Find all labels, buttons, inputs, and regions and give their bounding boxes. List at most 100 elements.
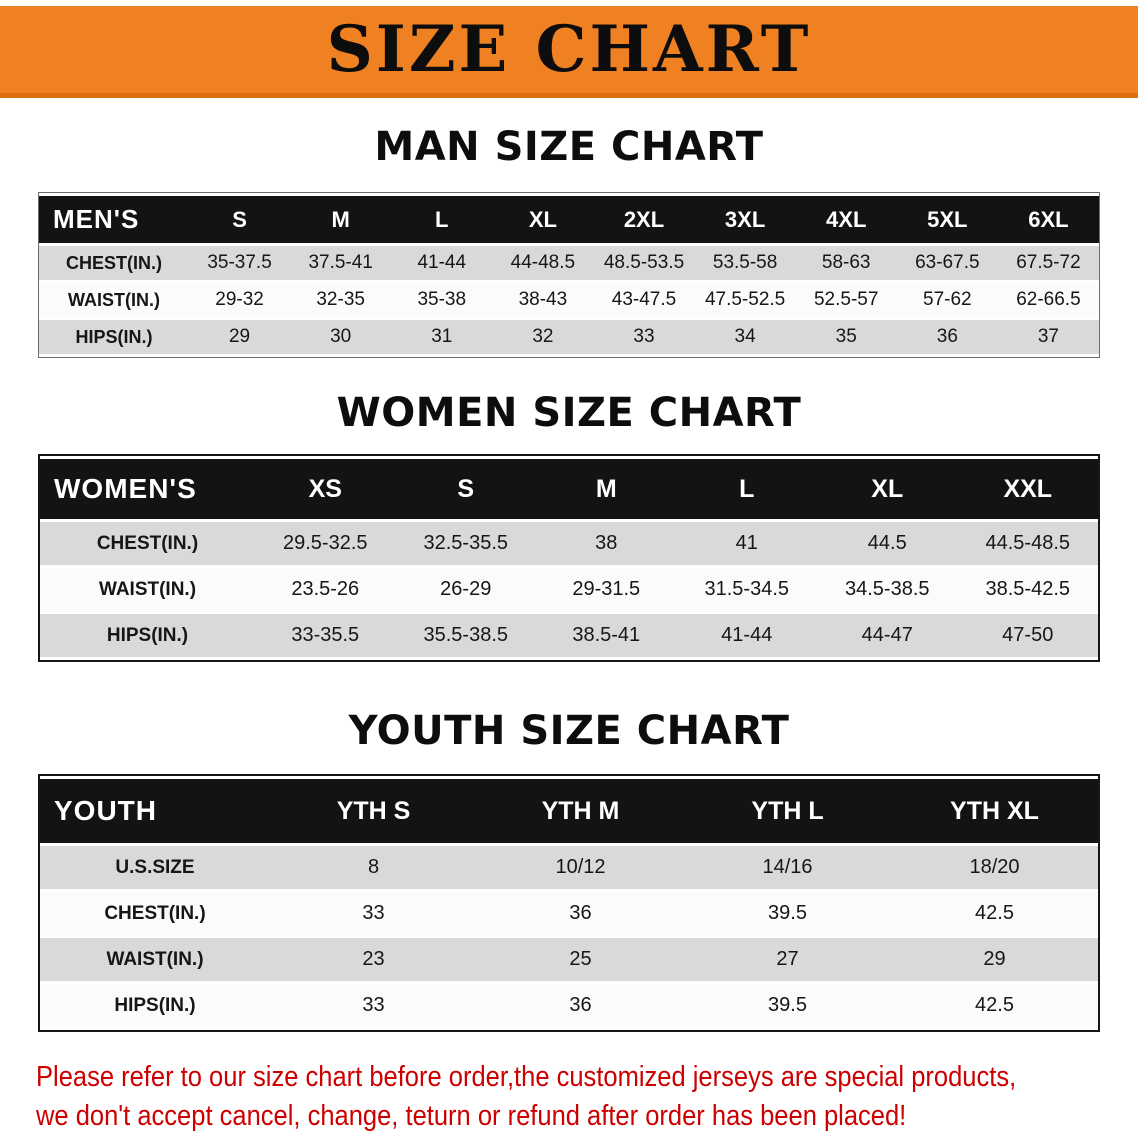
measurement-value: 26-29	[395, 568, 536, 611]
measurement-value: 37	[997, 320, 1099, 354]
women-section-heading: WOMEN SIZE CHART	[336, 390, 802, 436]
measurement-value: 33	[270, 984, 477, 1027]
measurement-row: U.S.SIZE 8 10/12 14/16 18/20	[40, 846, 1098, 889]
measurement-value: 32.5-35.5	[395, 522, 536, 565]
women-table-wrap: WOMEN'S XS S M L XL XXL CHEST(IN.) 29.5-32.5 32.5…	[38, 454, 1100, 662]
youth-size-section: YOUTH SIZE CHART YOUTH YTH S YTH M YTH L YTH…	[0, 708, 1138, 1032]
measurement-value: 38-43	[492, 283, 594, 317]
header-row: YOUTH YTH S YTH M YTH L YTH XL	[40, 779, 1098, 843]
size-column-header: XL	[492, 196, 594, 243]
measurement-row: CHEST(IN.) 29.5-32.5 32.5-35.5 38 41 44.5 44.5…	[40, 522, 1098, 565]
banner: SIZE CHART	[0, 6, 1138, 98]
youth-size-table: YOUTH YTH S YTH M YTH L YTH XL U.S.SIZE 8 10/12…	[40, 776, 1098, 1030]
header-row: WOMEN'S XS S M L XL XXL	[40, 459, 1098, 519]
size-column-header: 5XL	[896, 196, 998, 243]
table-group-label: MEN'S	[39, 196, 189, 243]
measurement-value: 57-62	[896, 283, 998, 317]
men-size-section: MAN SIZE CHART MEN'S S M L XL 2XL 3XL 4XL 5XL 6XL…	[0, 124, 1138, 358]
measurement-value: 62-66.5	[997, 283, 1099, 317]
men-table-wrap: MEN'S S M L XL 2XL 3XL 4XL 5XL 6XL CHEST(IN.) 35-37…	[38, 192, 1100, 358]
size-column-header: YTH S	[270, 779, 477, 843]
size-column-header: XXL	[957, 459, 1098, 519]
measurement-value: 8	[270, 846, 477, 889]
measurement-label: CHEST(IN.)	[40, 522, 255, 565]
measurement-value: 38.5-41	[536, 614, 677, 657]
measurement-label: HIPS(IN.)	[40, 614, 255, 657]
measurement-value: 44-47	[817, 614, 958, 657]
measurement-value: 25	[477, 938, 684, 981]
measurement-value: 38.5-42.5	[957, 568, 1098, 611]
measurement-row: CHEST(IN.) 35-37.5 37.5-41 41-44 44-48.5 48.5…	[39, 246, 1099, 280]
size-column-header: S	[189, 196, 291, 243]
measurement-value: 42.5	[891, 892, 1098, 935]
measurement-value: 39.5	[684, 984, 891, 1027]
measurement-value: 38	[536, 522, 677, 565]
measurement-row: WAIST(IN.) 23.5-26 26-29 29-31.5 31.5-34.5 34…	[40, 568, 1098, 611]
youth-section-heading: YOUTH SIZE CHART	[348, 708, 790, 754]
measurement-row: WAIST(IN.) 23 25 27 29	[40, 938, 1098, 981]
measurement-row: HIPS(IN.) 33 36 39.5 42.5	[40, 984, 1098, 1027]
measurement-value: 52.5-57	[795, 283, 897, 317]
size-column-header: M	[290, 196, 392, 243]
measurement-value: 43-47.5	[593, 283, 695, 317]
measurement-value: 35-37.5	[189, 246, 291, 280]
measurement-label: WAIST(IN.)	[40, 938, 270, 981]
measurement-value: 29-32	[189, 283, 291, 317]
size-column-header: 2XL	[593, 196, 695, 243]
size-column-header: YTH XL	[891, 779, 1098, 843]
measurement-value: 67.5-72	[997, 246, 1099, 280]
measurement-value: 34	[694, 320, 796, 354]
table-group-label: WOMEN'S	[40, 459, 255, 519]
measurement-value: 44.5-48.5	[957, 522, 1098, 565]
measurement-row: HIPS(IN.) 29 30 31 32 33 34 35 36 37	[39, 320, 1099, 354]
measurement-value: 32	[492, 320, 594, 354]
measurement-label: CHEST(IN.)	[40, 892, 270, 935]
disclaimer: Please refer to our size chart before or…	[0, 1058, 1138, 1132]
measurement-value: 14/16	[684, 846, 891, 889]
measurement-value: 29-31.5	[536, 568, 677, 611]
size-column-header: YTH M	[477, 779, 684, 843]
measurement-value: 10/12	[477, 846, 684, 889]
measurement-value: 32-35	[290, 283, 392, 317]
disclaimer-line-1: Please refer to our size chart before or…	[36, 1061, 1017, 1093]
size-column-header: YTH L	[684, 779, 891, 843]
measurement-value: 41-44	[676, 614, 817, 657]
measurement-value: 42.5	[891, 984, 1098, 1027]
measurement-value: 36	[896, 320, 998, 354]
measurement-value: 33	[270, 892, 477, 935]
size-column-header: L	[391, 196, 493, 243]
measurement-value: 36	[477, 984, 684, 1027]
size-column-header: XL	[817, 459, 958, 519]
measurement-row: HIPS(IN.) 33-35.5 35.5-38.5 38.5-41 41-44 44-…	[40, 614, 1098, 657]
measurement-value: 41-44	[391, 246, 493, 280]
measurement-value: 44-48.5	[492, 246, 594, 280]
measurement-value: 33-35.5	[255, 614, 396, 657]
measurement-value: 47.5-52.5	[694, 283, 796, 317]
measurement-value: 53.5-58	[694, 246, 796, 280]
measurement-value: 58-63	[795, 246, 897, 280]
measurement-label: WAIST(IN.)	[40, 568, 255, 611]
measurement-row: WAIST(IN.) 29-32 32-35 35-38 38-43 43-47.5 47.…	[39, 283, 1099, 317]
measurement-value: 36	[477, 892, 684, 935]
measurement-label: WAIST(IN.)	[39, 283, 189, 317]
measurement-value: 27	[684, 938, 891, 981]
measurement-label: CHEST(IN.)	[39, 246, 189, 280]
youth-table-wrap: YOUTH YTH S YTH M YTH L YTH XL U.S.SIZE 8 10/12…	[38, 774, 1100, 1032]
measurement-value: 31.5-34.5	[676, 568, 817, 611]
measurement-value: 35.5-38.5	[395, 614, 536, 657]
header-row: MEN'S S M L XL 2XL 3XL 4XL 5XL 6XL	[39, 196, 1099, 243]
size-column-header: 3XL	[694, 196, 796, 243]
measurement-value: 44.5	[817, 522, 958, 565]
measurement-label: HIPS(IN.)	[40, 984, 270, 1027]
measurement-value: 37.5-41	[290, 246, 392, 280]
measurement-value: 29	[189, 320, 291, 354]
size-column-header: L	[676, 459, 817, 519]
measurement-value: 23	[270, 938, 477, 981]
measurement-row: CHEST(IN.) 33 36 39.5 42.5	[40, 892, 1098, 935]
measurement-value: 35	[795, 320, 897, 354]
measurement-label: HIPS(IN.)	[39, 320, 189, 354]
size-column-header: 6XL	[997, 196, 1099, 243]
banner-title: SIZE CHART	[326, 11, 812, 87]
table-group-label: YOUTH	[40, 779, 270, 843]
